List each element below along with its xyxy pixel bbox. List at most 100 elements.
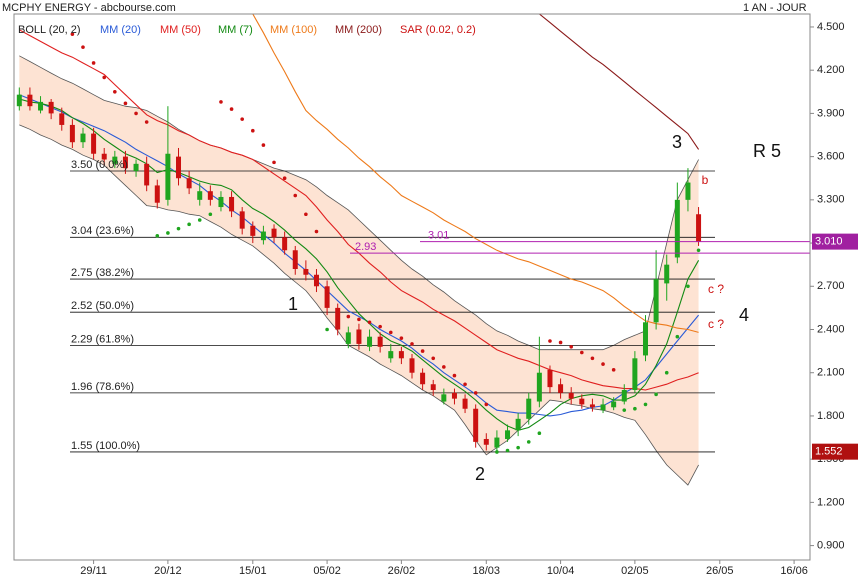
sar-dot xyxy=(442,365,446,369)
sar-dot xyxy=(219,100,223,104)
fibonacci-label: 3.04 (23.6%) xyxy=(71,225,134,237)
sar-dot xyxy=(611,368,616,372)
candle-body xyxy=(696,214,702,242)
candle-body xyxy=(154,185,160,203)
legend-label: BOLL (20, 2) xyxy=(18,24,81,36)
sar-dot xyxy=(410,342,414,346)
sar-dot xyxy=(580,350,584,355)
sar-dot xyxy=(601,362,605,366)
chart-title: MCPHY ENERGY - abcbourse.com xyxy=(2,2,176,14)
legend-label: MM (50) xyxy=(160,24,201,36)
candle-body xyxy=(611,401,617,408)
candle-body xyxy=(664,264,670,284)
y-tick-label: 2.400 xyxy=(817,323,845,335)
bollinger-lower xyxy=(19,124,699,486)
annotation: c ? xyxy=(708,282,724,296)
candle-body xyxy=(271,228,277,238)
sar-dot xyxy=(633,406,637,411)
annotation: R 5 xyxy=(753,141,781,161)
legend-label: MM (20) xyxy=(100,24,141,36)
x-tick-label: 20/12 xyxy=(154,565,182,577)
candle-body xyxy=(473,408,479,442)
candle-body xyxy=(398,351,404,359)
candle-body xyxy=(101,153,107,160)
sar-dot xyxy=(251,128,255,133)
moving-average-line xyxy=(538,14,700,150)
candle-body xyxy=(69,124,75,143)
sar-dot xyxy=(187,222,191,227)
sar-dot xyxy=(229,107,234,111)
candle-body xyxy=(579,398,585,405)
sar-dot xyxy=(102,75,107,80)
sar-dot xyxy=(208,212,213,217)
y-tick-label: 4.200 xyxy=(817,64,845,76)
y-tick-label: 3.900 xyxy=(817,107,845,119)
sar-dot xyxy=(431,356,436,361)
x-tick-label: 26/02 xyxy=(388,565,416,577)
sar-dot xyxy=(91,61,96,65)
candle-body xyxy=(356,329,362,344)
sar-dot xyxy=(197,218,202,222)
candle-body xyxy=(568,392,574,399)
sar-dot xyxy=(696,248,701,253)
sar-dot xyxy=(293,193,298,198)
sar-dot xyxy=(113,89,117,94)
sar-dot xyxy=(643,402,648,407)
y-tick-label: 0.900 xyxy=(817,539,845,551)
sar-dot xyxy=(282,176,287,181)
y-tick-label: 1.200 xyxy=(817,496,845,508)
sar-dot xyxy=(452,373,457,378)
sar-dot xyxy=(240,117,244,121)
overlay: 4.5004.2003.9003.6003.3003.0002.7002.400… xyxy=(13,13,858,577)
candle-body xyxy=(462,398,468,409)
candle-body xyxy=(207,191,213,200)
candle-body xyxy=(430,384,436,391)
sar-dot xyxy=(123,101,128,106)
candle-body xyxy=(250,225,256,236)
sar-dot xyxy=(654,392,658,397)
moving-average-line xyxy=(19,98,700,431)
candle-body xyxy=(600,404,606,411)
candle-body xyxy=(80,133,86,143)
candle-body xyxy=(260,231,266,241)
candle-body xyxy=(674,199,680,258)
candle-body xyxy=(409,358,415,373)
sar-dot xyxy=(463,382,467,387)
candle-body xyxy=(642,322,648,356)
candle-body xyxy=(335,307,341,330)
candle-body xyxy=(197,191,203,200)
y-tick-label: 3.600 xyxy=(817,151,845,163)
x-tick-label: 05/02 xyxy=(313,565,341,577)
sar-dot xyxy=(537,431,542,436)
fibonacci-label: 2.75 (38.2%) xyxy=(71,267,134,279)
y-tick-label: 2.700 xyxy=(817,280,845,292)
fibonacci-label: 2.52 (50.0%) xyxy=(71,300,134,312)
price-tag xyxy=(812,443,858,460)
sar-dot xyxy=(505,448,510,453)
level-label: 3.01 xyxy=(428,230,449,242)
x-tick-label: 16/06 xyxy=(780,565,808,577)
candle-body xyxy=(547,369,553,388)
candle-body xyxy=(303,268,309,275)
candle-body xyxy=(536,372,542,402)
candle-body xyxy=(324,286,330,308)
sar-dot xyxy=(516,445,520,450)
candle-body xyxy=(144,163,150,186)
candle-body xyxy=(377,336,383,347)
sar-dot xyxy=(304,212,308,217)
fibonacci-label: 1.96 (78.6%) xyxy=(71,381,134,393)
y-tick-label: 1.800 xyxy=(817,410,845,422)
candle-body xyxy=(451,392,457,399)
level-label: 2.93 xyxy=(355,241,376,253)
candle-body xyxy=(441,394,447,402)
candle-body xyxy=(218,196,224,208)
candle-body xyxy=(345,332,351,344)
candle-body xyxy=(292,250,298,269)
y-tick-label: 4.500 xyxy=(817,21,845,33)
sar-dot xyxy=(314,229,319,234)
candle-body xyxy=(388,351,394,359)
fibonacci-label: 3.50 (0.0%) xyxy=(71,159,128,171)
sar-dot xyxy=(399,336,404,340)
x-tick-label: 26/05 xyxy=(706,565,734,577)
